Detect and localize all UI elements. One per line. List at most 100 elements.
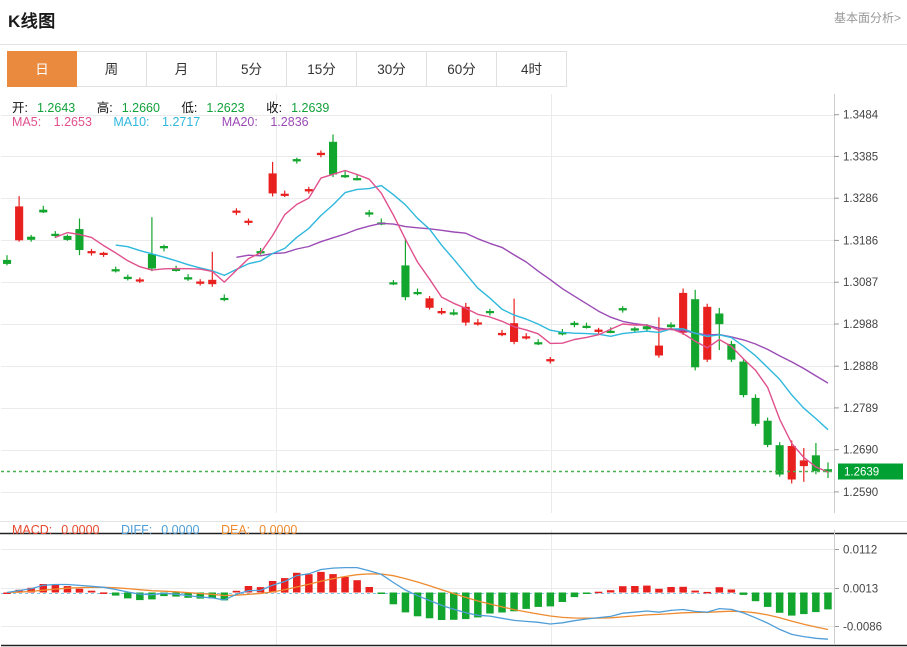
timeframe-tabbar: 日周月 5分 15分 30分 60分 4时 (0, 46, 907, 93)
candle-body[interactable] (703, 306, 712, 360)
candle-body[interactable] (449, 312, 458, 315)
candle-body[interactable] (316, 152, 326, 156)
candle-body[interactable] (220, 297, 229, 301)
macd-bar (353, 580, 361, 593)
candle-body[interactable] (727, 343, 736, 360)
candle-body[interactable] (111, 269, 120, 272)
timeframe-tab-7[interactable]: 4时 (497, 51, 567, 87)
price-tick-label-0: 1.3484 (843, 110, 879, 122)
macd-bar (208, 592, 216, 599)
price-tick-label-9: 1.2590 (843, 487, 878, 499)
candle-body[interactable] (630, 328, 639, 331)
candle-body[interactable] (775, 445, 784, 475)
timeframe-tab-4[interactable]: 15分 (287, 51, 357, 87)
candle-body[interactable] (15, 206, 24, 241)
candle-body[interactable] (147, 254, 156, 269)
macd-bar (582, 592, 591, 594)
fundamental-analysis-link[interactable]: 基本面分析> (833, 11, 901, 25)
macd-bar (232, 590, 241, 593)
candle-body[interactable] (328, 141, 338, 175)
macd-bar (570, 592, 579, 598)
candle-body[interactable] (87, 251, 96, 254)
candle-body[interactable] (787, 445, 796, 480)
timeframe-tab-2[interactable]: 月 (147, 51, 217, 87)
candle-body[interactable] (184, 277, 193, 280)
macd-bar (244, 586, 253, 593)
macd-bar (667, 587, 675, 593)
candle-body[interactable] (594, 329, 603, 332)
candle-body[interactable] (534, 342, 543, 345)
candle-body[interactable] (461, 306, 470, 323)
candle-body[interactable] (304, 189, 313, 192)
timeframe-tab-6[interactable]: 60分 (427, 51, 497, 87)
macd-bar (389, 592, 398, 605)
candle-body[interactable] (509, 323, 519, 342)
candle-body[interactable] (425, 298, 434, 308)
macd-bar (727, 589, 736, 593)
candle-body[interactable] (39, 209, 48, 213)
timeframe-tab-3[interactable]: 5分 (217, 51, 287, 87)
macd-bar (365, 587, 373, 593)
candle-body[interactable] (75, 229, 84, 250)
candle-body[interactable] (280, 193, 289, 196)
candle-body[interactable] (99, 252, 108, 256)
candle-body[interactable] (353, 178, 362, 181)
candle-body[interactable] (292, 159, 301, 162)
candle-body[interactable] (642, 326, 651, 330)
candle-body[interactable] (437, 311, 446, 314)
candle-body[interactable] (208, 279, 217, 285)
macd-bar (751, 592, 760, 602)
candle-body[interactable] (654, 345, 664, 356)
candle-body[interactable] (389, 282, 398, 285)
timeframe-tab-5[interactable]: 30分 (357, 51, 427, 87)
candle-body[interactable] (570, 322, 579, 326)
macd-bar (99, 592, 108, 594)
candle-body[interactable] (27, 236, 36, 240)
timeframe-tab-0[interactable]: 日 (7, 51, 77, 87)
candle-body[interactable] (196, 281, 205, 284)
ma5-line (55, 169, 829, 473)
candle-body[interactable] (123, 276, 132, 280)
candle-body[interactable] (715, 313, 724, 325)
candle-body[interactable] (497, 332, 507, 336)
macd-bar (305, 574, 313, 593)
candle-body[interactable] (473, 322, 482, 325)
macd-bar (691, 590, 699, 593)
candle-body[interactable] (522, 336, 531, 339)
candle-body[interactable] (244, 220, 253, 223)
candle-body[interactable] (268, 173, 277, 194)
macd-bar (715, 587, 724, 593)
candle-body[interactable] (679, 292, 688, 333)
candle-body[interactable] (159, 246, 168, 249)
candle-body[interactable] (751, 397, 760, 424)
candle-body[interactable] (365, 212, 374, 215)
candle-body[interactable] (2, 259, 12, 264)
candle-body[interactable] (63, 235, 72, 240)
candle-body[interactable] (546, 359, 555, 362)
candle-body[interactable] (618, 308, 627, 311)
price-tick-label-2: 1.3286 (843, 193, 878, 205)
candle-body[interactable] (340, 175, 350, 178)
candle-body[interactable] (799, 460, 808, 467)
candle-body[interactable] (739, 361, 748, 396)
macd-bar (800, 592, 808, 615)
timeframe-tab-1[interactable]: 周 (77, 51, 147, 87)
candle-body[interactable] (413, 292, 422, 295)
candle-body[interactable] (763, 420, 772, 445)
macd-bar (788, 592, 796, 616)
candle-body[interactable] (232, 210, 241, 213)
macd-bar (111, 592, 120, 596)
candle-body[interactable] (606, 330, 615, 334)
candle-body[interactable] (135, 279, 144, 282)
candle-body[interactable] (51, 233, 60, 237)
candle-body[interactable] (401, 265, 410, 298)
candle-body[interactable] (485, 311, 495, 314)
kline-chart-svg[interactable]: 1.3484 1.3385 1.3286 1.3186 1.3087 1.2988 1.28… (0, 93, 907, 647)
candle-body[interactable] (582, 325, 591, 329)
macd-bar (196, 592, 204, 599)
page-title: K线图 (8, 12, 56, 31)
candle-body[interactable] (666, 324, 676, 328)
chart-area[interactable]: 1.3484 1.3385 1.3286 1.3186 1.3087 1.2988 1.28… (0, 93, 907, 647)
macd-bar (619, 586, 627, 593)
macd-bar (3, 592, 11, 594)
